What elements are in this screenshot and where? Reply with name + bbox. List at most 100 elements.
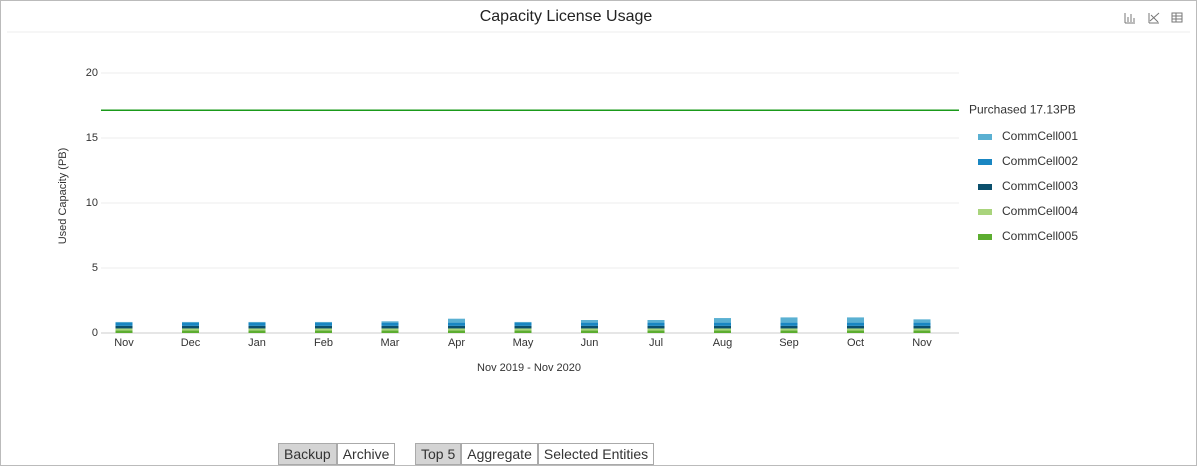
bar-segment (448, 325, 465, 329)
bar-segment (248, 322, 266, 326)
bar-segment (248, 325, 266, 329)
x-tick-label: Nov (114, 337, 134, 349)
bar-segment (514, 330, 532, 333)
bar-segment (248, 328, 266, 331)
bar-segment (647, 320, 665, 323)
bar-segment (315, 328, 332, 331)
legend-label[interactable]: CommCell002 (1002, 154, 1078, 168)
bar-segment (182, 322, 199, 326)
bar-segment (381, 328, 399, 331)
bar-segment (514, 325, 532, 329)
bar-segment (581, 322, 598, 326)
legend-swatch (978, 159, 992, 165)
bar-segment (448, 330, 465, 333)
bar-segment (381, 321, 399, 323)
bar-segment (448, 328, 465, 331)
bar-segment (581, 320, 598, 323)
bar-segment (115, 325, 133, 329)
x-tick-label: Jun (581, 337, 599, 349)
legend-swatch (978, 134, 992, 140)
y-tick-label: 0 (92, 327, 98, 339)
view-group: Top 5 Aggregate Selected Entities (415, 443, 655, 465)
toggle-button[interactable]: Archive (336, 443, 396, 465)
bar-segment (647, 325, 665, 329)
bar-segment (647, 322, 665, 326)
bar-segment (913, 330, 931, 333)
legend-swatch (978, 184, 992, 190)
bar-segment (847, 328, 864, 331)
bar-segment (581, 325, 598, 329)
legend-label[interactable]: CommCell001 (1002, 129, 1078, 143)
bar-segment (115, 322, 133, 326)
bar-segment (847, 330, 864, 333)
bar-segment (714, 325, 731, 329)
bar-segment (514, 322, 532, 326)
bar-segment (714, 318, 731, 323)
bar-segment (315, 321, 332, 323)
bar-segment (315, 322, 332, 326)
bar-segment (248, 330, 266, 333)
x-tick-label: Dec (181, 337, 201, 349)
bar-segment (647, 330, 665, 333)
bar-segment (514, 328, 532, 331)
toolbar-icons[interactable] (1124, 12, 1183, 24)
y-tick-label: 15 (86, 132, 98, 144)
y-tick-label: 20 (86, 67, 98, 79)
bar-segment (448, 318, 465, 323)
bar-segment (381, 322, 399, 326)
bar-segment (182, 328, 199, 331)
bar-segment (448, 322, 465, 326)
bar-segment (714, 328, 731, 331)
bar-segment (315, 325, 332, 329)
x-axis-label: Nov 2019 - Nov 2020 (477, 362, 581, 374)
bar-segment (182, 321, 199, 323)
toggle-button[interactable]: Aggregate (461, 443, 538, 465)
x-tick-label: Feb (314, 337, 333, 349)
bar-segment (115, 330, 133, 333)
bar-segment (581, 330, 598, 333)
type-group: Backup Archive (278, 443, 396, 465)
bar-segment (381, 330, 399, 333)
purchased-label: Purchased 17.13PB (969, 102, 1076, 116)
bar-segment (115, 328, 133, 331)
bar-segment (381, 325, 399, 329)
bar-segment (248, 321, 266, 323)
x-tick-label: Apr (448, 337, 465, 349)
y-axis-label: Used Capacity (PB) (57, 148, 69, 245)
toggle-button[interactable]: Backup (278, 443, 337, 465)
bar-segment (780, 317, 798, 323)
x-tick-label: Aug (713, 337, 733, 349)
bar-segment (913, 328, 931, 331)
legend-label[interactable]: CommCell004 (1002, 204, 1078, 218)
x-tick-label: Sep (779, 337, 799, 349)
bar-segment (115, 321, 133, 323)
bar-segment (780, 325, 798, 329)
bar-segment (847, 317, 864, 323)
legend-label[interactable]: CommCell005 (1002, 229, 1078, 243)
x-tick-label: Jan (248, 337, 266, 349)
bar-segment (913, 325, 931, 329)
x-tick-label: Jul (649, 337, 663, 349)
bar-segment (315, 330, 332, 333)
legend-label[interactable]: CommCell003 (1002, 179, 1078, 193)
x-tick-label: May (513, 337, 534, 349)
x-tick-label: Mar (381, 337, 400, 349)
bar-segment (647, 328, 665, 331)
toggle-button[interactable]: Top 5 (415, 443, 462, 465)
y-tick-label: 5 (92, 262, 98, 274)
bar-segment (182, 325, 199, 329)
bar-segment (182, 330, 199, 333)
bar-segment (714, 322, 731, 326)
y-tick-label: 10 (86, 197, 98, 209)
toggle-button[interactable]: Selected Entities (537, 443, 655, 465)
chart-title: Capacity License Usage (480, 8, 653, 25)
x-tick-label: Oct (847, 337, 864, 349)
bar-segment (847, 325, 864, 329)
bar-segment (780, 328, 798, 331)
chart: Capacity License Usage Used Capacity (PB… (7, 8, 1190, 374)
bar-segment (847, 322, 864, 326)
bar-segment (581, 328, 598, 331)
legend-swatch (978, 234, 992, 240)
bar-segment (913, 322, 931, 326)
